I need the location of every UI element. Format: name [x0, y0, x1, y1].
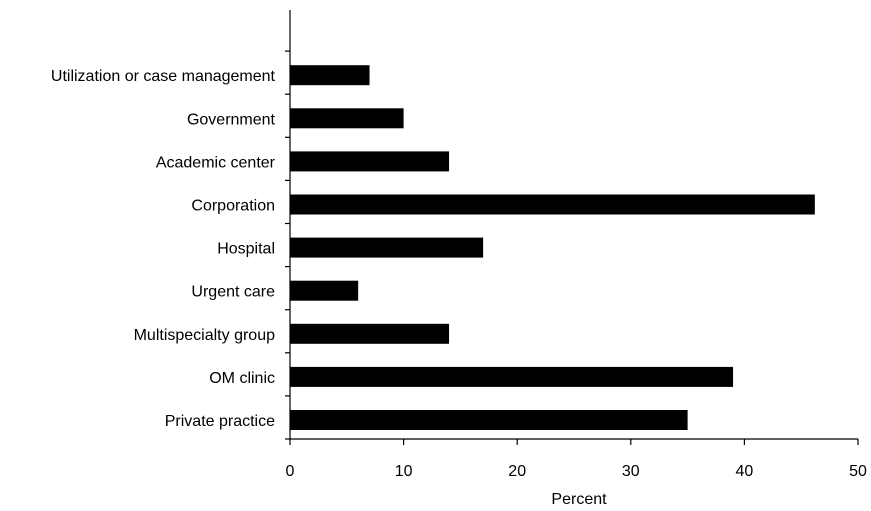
bar-government	[290, 108, 404, 129]
x-axis-title: Percent	[551, 491, 607, 508]
bar-corporation	[290, 194, 815, 215]
bar-urgent-care	[290, 280, 359, 301]
bar-multispecialty-group	[290, 323, 450, 344]
bar-utilization-or-case-management	[290, 65, 370, 86]
category-label: Academic center	[156, 154, 276, 171]
bars-group	[290, 65, 815, 430]
category-label: Utilization or case management	[51, 68, 276, 85]
bar-hospital	[290, 237, 484, 258]
category-label: Government	[187, 111, 276, 128]
y-axis-ticks	[285, 50, 290, 440]
category-label: OM clinic	[209, 370, 275, 387]
x-tick-label: 40	[736, 463, 754, 480]
bar-academic-center	[290, 151, 450, 172]
x-tick-label: 50	[849, 463, 867, 480]
x-tick-label: 10	[395, 463, 413, 480]
bar-om-clinic	[290, 366, 734, 387]
category-label: Multispecialty group	[134, 327, 276, 344]
category-labels: Private practice OM clinic Multispecialty …	[51, 68, 276, 430]
category-label: Urgent care	[191, 284, 275, 301]
x-tick-label: 30	[622, 463, 640, 480]
category-label: Private practice	[165, 413, 275, 430]
x-axis-ticks: 0 10 20 30 40 50	[286, 439, 867, 480]
category-label: Hospital	[217, 241, 275, 258]
x-tick-label: 0	[286, 463, 295, 480]
category-label: Corporation	[191, 198, 275, 215]
x-tick-label: 20	[508, 463, 526, 480]
axes-group	[289, 10, 858, 440]
bar-private-practice	[290, 410, 688, 430]
